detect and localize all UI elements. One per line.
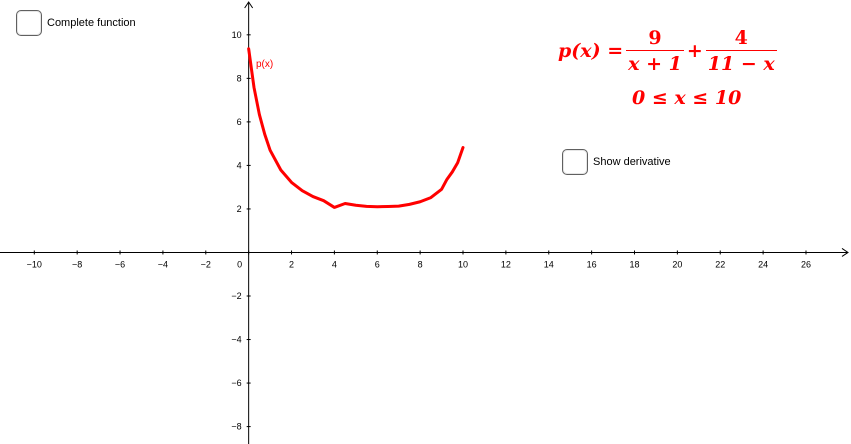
y-tick-label: −2 — [231, 291, 241, 301]
x-tick-label: 6 — [375, 259, 380, 269]
x-tick-label: 20 — [672, 259, 682, 269]
fraction-2: 4 11 − x — [705, 27, 777, 75]
fraction-1-numerator: 9 — [648, 27, 662, 49]
x-tick-label: 18 — [629, 259, 639, 269]
curve-label-px: p(x) — [256, 59, 273, 70]
fraction-1: 9 x + 1 — [626, 27, 684, 75]
x-tick-label: −10 — [27, 259, 42, 269]
x-tick-label: 8 — [418, 259, 423, 269]
x-tick-label: −6 — [115, 259, 125, 269]
x-tick-label: 22 — [715, 259, 725, 269]
y-tick-label: 8 — [237, 73, 242, 83]
x-tick-label: 12 — [501, 259, 511, 269]
y-tick-label: 6 — [237, 117, 242, 127]
x-tick-label: −8 — [72, 259, 82, 269]
fraction-2-numerator: 4 — [734, 27, 748, 49]
x-tick-label: 24 — [758, 259, 768, 269]
complete-function-checkbox-box[interactable] — [16, 10, 42, 36]
complete-function-checkbox[interactable]: Complete function — [16, 10, 136, 36]
x-tick-label: −2 — [201, 259, 211, 269]
x-axis-arrow — [841, 248, 849, 257]
y-tick-label: −8 — [231, 422, 241, 432]
y-tick-label: −4 — [231, 335, 241, 345]
domain-formula: 0 ≤ x ≤ 10 — [632, 87, 742, 109]
show-derivative-checkbox[interactable]: Show derivative — [562, 149, 671, 175]
x-tick-label: 0 — [237, 259, 242, 269]
y-tick-label: 10 — [232, 30, 242, 40]
y-tick-label: 4 — [237, 160, 242, 170]
y-tick-label: −6 — [231, 378, 241, 388]
show-derivative-checkbox-box[interactable] — [562, 149, 588, 175]
fraction-2-denominator: 11 − x — [705, 50, 777, 75]
complete-function-label: Complete function — [47, 17, 136, 29]
show-derivative-label: Show derivative — [593, 156, 671, 168]
x-tick-label: 2 — [289, 259, 294, 269]
series-line-0 — [247, 47, 465, 209]
formula-lhs: p(x) = — [558, 40, 624, 62]
formula-plus: + — [686, 40, 703, 62]
x-tick-label: −4 — [158, 259, 168, 269]
x-tick-label: 14 — [544, 259, 554, 269]
y-axis-arrow — [244, 1, 254, 9]
x-tick-label: 10 — [458, 259, 468, 269]
y-tick-label: 2 — [237, 204, 242, 214]
x-tick-label: 4 — [332, 259, 337, 269]
fraction-1-denominator: x + 1 — [626, 50, 684, 75]
function-formula: p(x) = 9 x + 1 + 4 11 − x — [558, 27, 780, 75]
x-tick-label: 26 — [801, 259, 811, 269]
x-tick-label: 16 — [587, 259, 597, 269]
